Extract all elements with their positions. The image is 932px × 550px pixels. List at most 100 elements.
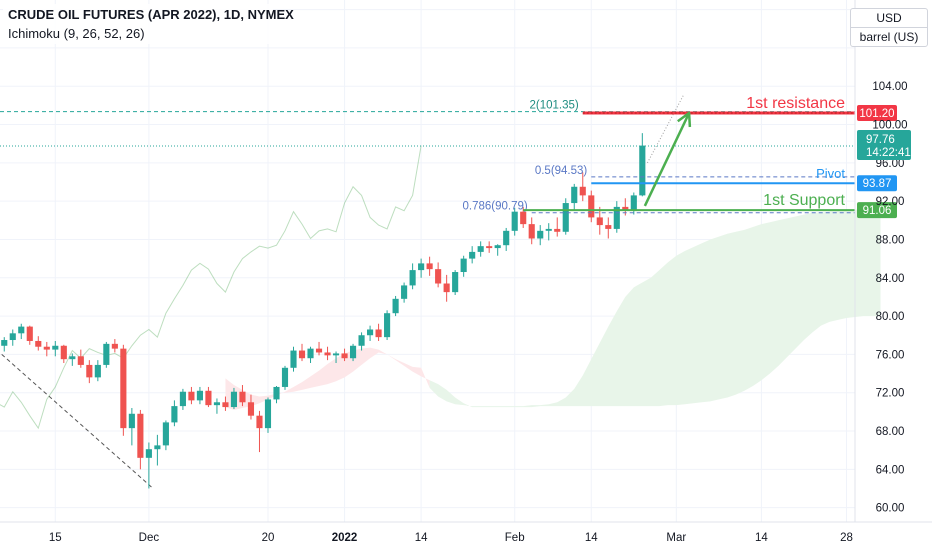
candle-bullish (349, 345, 357, 359)
projection-line (646, 95, 684, 164)
candle-bullish (537, 230, 544, 239)
candle-bearish (35, 340, 42, 347)
price-tick-label: 100.00 (872, 120, 907, 132)
fib-level-label: 2(101.35) (530, 100, 579, 112)
price-tag (857, 175, 897, 192)
candle-bullish (477, 246, 484, 252)
candle-bullish (154, 445, 161, 450)
candle-bearish (298, 350, 306, 359)
candle-bearish (60, 345, 67, 360)
candle-bearish (341, 353, 348, 359)
candle-bullish (264, 399, 272, 429)
price-tick-label: 96.00 (876, 158, 905, 170)
price-axis[interactable]: 101.20 93.87 91.06 60.00 64.00 68.00 72.00 76.0… (854, 0, 911, 522)
fib-level-label: 0.786(90.79) (462, 201, 527, 213)
current-price-value: 97.76 (866, 134, 895, 146)
candle-bullish (332, 353, 340, 356)
candle-bullish (145, 449, 152, 458)
candle-bearish (375, 329, 382, 338)
candle-bullish (230, 391, 238, 408)
candle-bullish (179, 391, 186, 407)
chart-title: CRUDE OIL FUTURES (APR 2022), 1D, NYMEX (8, 7, 294, 22)
candle-bullish (409, 270, 416, 286)
price-tick-label: 64.00 (876, 464, 905, 476)
candle-bullish (630, 195, 637, 211)
time-tick-label: Feb (505, 532, 525, 544)
header-backdrop (3, 4, 273, 44)
candle-bearish (588, 195, 595, 218)
lagging-span-line (0, 145, 422, 430)
downtrend-line (1, 354, 154, 489)
candle-bearish (596, 217, 603, 226)
arrow-head (677, 111, 692, 128)
candle-bearish (520, 211, 527, 225)
arrow-shaft (643, 112, 691, 207)
fib-level-label: 0.5(94.53) (535, 165, 588, 177)
candle-bearish (256, 415, 263, 429)
currency-label: USD (876, 11, 902, 25)
time-axis[interactable]: 15 Dec 20 2022 14 Feb 14 Mar 14 28 (0, 521, 932, 544)
price-tick-label: 60.00 (876, 503, 905, 515)
level-label: 1st Support (763, 192, 845, 209)
price-tag-label: 93.87 (863, 178, 892, 190)
candle-bullish (307, 348, 314, 359)
candle-bearish (205, 390, 212, 406)
price-levels: 2(101.35) 0.5(94.53) 0.786(90.79) 1st resis… (0, 95, 855, 214)
candle-bullish (401, 285, 408, 299)
candle-bullish (639, 145, 646, 196)
candle-bullish (128, 413, 135, 429)
time-tick-label: 14 (585, 532, 598, 544)
candle-bullish (196, 390, 203, 401)
time-tick-label: 28 (840, 532, 853, 544)
candle-bullish (367, 329, 374, 336)
candle-bearish (426, 263, 433, 270)
candle-bearish (486, 246, 493, 249)
candle-bearish (188, 391, 195, 401)
price-tick-label: 68.00 (876, 426, 905, 438)
candle-bullish (469, 251, 476, 259)
candle-bearish (528, 224, 535, 239)
price-tick-label: 88.00 (876, 234, 905, 246)
price-tick-label: 92.00 (876, 196, 905, 208)
candle-bullish (384, 313, 391, 338)
candle-bullish (52, 345, 59, 350)
candle-bearish (77, 356, 84, 365)
price-tick-label: 76.00 (876, 349, 905, 361)
candle-bullish (545, 228, 552, 231)
candle-bullish (503, 230, 510, 246)
candle-bearish (86, 364, 93, 378)
candle-bearish (579, 186, 586, 196)
candle-bearish (315, 348, 323, 353)
candle-bearish (43, 346, 50, 350)
level-label: Pivot (816, 166, 845, 181)
candle-bullish (290, 350, 297, 368)
candle-bullish (171, 406, 178, 423)
price-tick-label: 104.00 (872, 81, 907, 93)
price-tick-label: 80.00 (876, 311, 905, 323)
candle-bearish (137, 413, 144, 458)
candle-bearish (324, 352, 331, 356)
kumo-bullish-segment (429, 208, 881, 408)
candle-bullish (562, 203, 569, 232)
time-tick-label: Dec (139, 532, 160, 544)
time-tick-label: 14 (415, 532, 428, 544)
candle-bullish (213, 402, 221, 406)
indicator-legend: Ichimoku (9, 26, 52, 26) (8, 26, 145, 41)
time-tick-label: 15 (49, 532, 62, 544)
candle-bearish (435, 269, 442, 284)
price-tick-label: 72.00 (876, 388, 905, 400)
candle-bearish (443, 283, 450, 293)
candle-bullish (511, 211, 518, 231)
candle-bullish (358, 335, 365, 346)
candle-bullish (69, 356, 76, 360)
candle-bearish (554, 228, 561, 232)
candle-bullish (392, 298, 399, 314)
candle-bearish (222, 402, 229, 408)
candle-bullish (460, 258, 467, 273)
chart-lines (0, 95, 684, 489)
time-tick-label: 2022 (332, 532, 358, 544)
candle-bullish (1, 340, 8, 346)
currency-selector[interactable]: USD barrel (US) (850, 8, 928, 47)
candle-bullish (281, 367, 289, 387)
